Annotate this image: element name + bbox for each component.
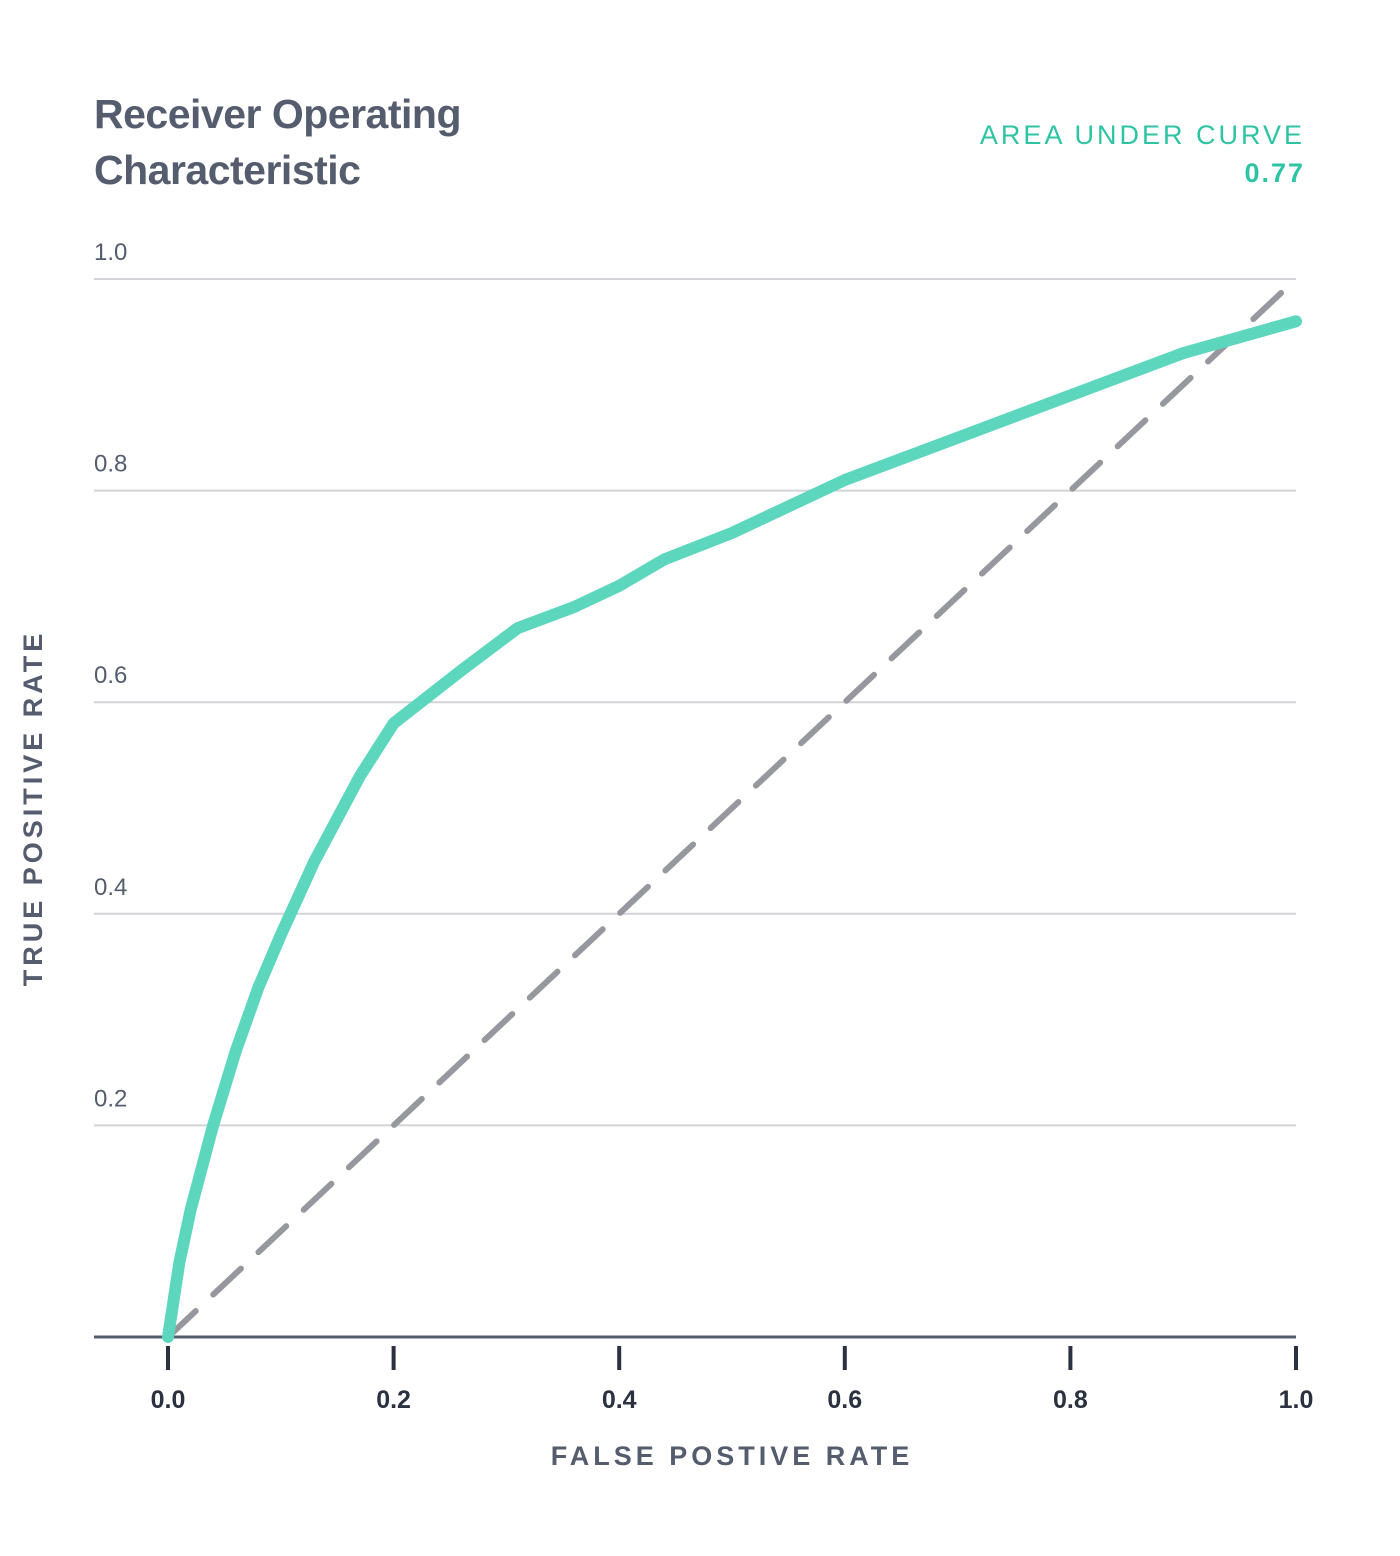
baseline-dashed-line: [165, 276, 1299, 1340]
y-tick-label: 0.6: [94, 662, 127, 689]
x-tick-marks: 0.0 0.2 0.4 0.6 0.8 1.0: [151, 1346, 1314, 1414]
y-tick-label: 0.4: [94, 874, 127, 901]
x-tick-label: 0.0: [151, 1386, 186, 1414]
roc-curve: [162, 315, 1302, 1343]
x-axis-title: FALSE POSTIVE RATE: [551, 1441, 914, 1471]
chart-title-line-1: Receiver Operating: [94, 91, 462, 137]
roc-curve-line: [162, 315, 1302, 1343]
y-tick-label: 0.2: [94, 1085, 127, 1112]
y-tick-label: 1.0: [94, 239, 127, 266]
grid-lines: [94, 278, 1296, 1127]
y-axis-title: TRUE POSITIVE RATE: [18, 630, 48, 987]
y-tick-labels: 0.2 0.4 0.6 0.8 1.0: [94, 239, 127, 1112]
x-tick-label: 0.6: [827, 1386, 862, 1414]
random-baseline: [165, 276, 1299, 1340]
auc-label: AREA UNDER CURVE: [979, 120, 1305, 150]
chart-title: Receiver Operating Characteristic: [94, 86, 462, 198]
chart-title-line-2: Characteristic: [94, 147, 361, 193]
x-tick-label: 1.0: [1279, 1386, 1314, 1414]
auc-annotation: AREA UNDER CURVE 0.77: [980, 116, 1305, 192]
x-tick-label: 0.2: [376, 1386, 411, 1414]
x-tick-label: 0.8: [1053, 1386, 1088, 1414]
auc-value: 0.77: [1244, 158, 1305, 188]
x-tick-label: 0.4: [602, 1386, 637, 1414]
y-tick-label: 0.8: [94, 451, 127, 478]
